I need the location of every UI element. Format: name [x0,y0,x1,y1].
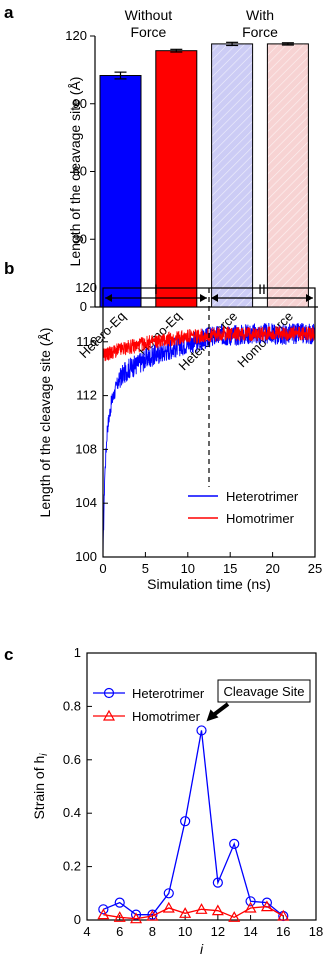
y-tick-label: 120 [75,280,97,295]
data-point [114,897,125,908]
y-tick-label: 90 [73,96,87,111]
y-tick-label: 0.4 [63,805,81,820]
x-tick-label: 16 [276,924,290,939]
panel-c-label: c [4,645,13,664]
data-point [180,816,191,827]
x-tick-label: 15 [223,561,237,576]
data-point [162,901,175,913]
bar [266,43,309,308]
y-tick-label: 120 [65,28,87,43]
data-point [244,901,257,913]
y-tick-label: 60 [73,164,87,179]
data-point [98,904,109,915]
legend-marker [103,687,115,699]
group-label: Force [242,24,278,40]
region-i-arrow-head-left [105,294,112,302]
y-tick-label: 0.8 [63,698,81,713]
group-label: With [246,7,274,23]
region-i-label: I [154,281,158,297]
y-tick-label: 108 [75,441,97,456]
y-axis-label: Length of the cleavage site (Å) [67,77,83,267]
legend-label: Homotrimer [226,511,295,526]
x-tick-label: 25 [308,561,322,576]
data-point [277,909,290,921]
data-point [245,896,256,907]
y-axis-label: Length of the cleavage site (Å) [37,328,53,518]
data-point [179,907,192,918]
y-axis-label: Strain of hi [31,753,50,820]
annotation-label: Cleavage Site [224,684,305,699]
y-tick-label: 0.6 [63,752,81,767]
y-tick-label: 100 [75,549,97,564]
bar [211,43,254,308]
series-line-heterotrimer [103,730,284,917]
panel-a-label: a [4,3,14,22]
panel-b-label: b [4,259,14,278]
data-point [97,908,110,920]
bar [155,50,198,308]
x-tick-label: 18 [309,924,323,939]
x-tick-label: 20 [265,561,279,576]
panel-c-line-chart: 4 6 8 10 12 14 16 18 0 0.2 0.4 0.6 0.8 1 i Strain of hi… [31,645,323,957]
x-tick-label: 10 [178,924,192,939]
data-point [195,903,208,914]
data-point [163,888,174,899]
y-tick-label: 0 [74,912,81,927]
x-tick-label: 14 [243,924,257,939]
x-tick-label: 5 [142,561,149,576]
data-point [130,912,143,924]
x-axis-label: i [200,941,204,957]
group-label: Without [125,7,173,23]
group-label: Force [131,24,167,40]
region-ii-label: II [258,281,266,297]
x-tick-label: 0 [99,561,106,576]
y-tick-label: 1 [74,645,81,660]
bar [99,75,142,308]
x-tick-label: 4 [83,924,90,939]
x-tick-label: 10 [181,561,195,576]
region-ii-arrow-head-right [306,294,313,302]
annotation-arrow-head [206,709,219,722]
x-axis-label: Simulation time (ns) [147,576,271,592]
y-tick-label: 0.2 [63,859,81,874]
x-tick-label: 6 [116,924,123,939]
annotation-box [217,679,311,703]
x-tick-label: 12 [211,924,225,939]
data-point [212,877,223,888]
data-point [229,838,240,850]
plot-frame [86,652,317,921]
y-tick-label: 112 [76,388,97,403]
data-point [211,904,224,916]
legend-label: Heterotrimer [132,686,205,701]
legend-label: Heterotrimer [226,489,299,504]
data-point [196,725,207,736]
y-tick-label: 0 [80,299,87,314]
series-line-homotrimer [103,905,284,920]
legend-label: Homotrimer [132,709,201,724]
y-tick-label: 104 [75,495,97,510]
region-ii-arrow-head-left [211,294,218,302]
legend-marker [102,709,116,721]
data-point [260,900,273,912]
data-point [113,911,126,922]
y-tick-label: 116 [76,334,97,349]
data-point [228,911,241,922]
data-point [146,909,159,921]
x-tick-label: 8 [149,924,156,939]
panel-b-line-chart: 0 5 10 15 20 25 100 104 108 112 116 120 Simulation t… [37,280,322,592]
region-i-arrow-head-right [200,294,207,302]
y-tick-label: 30 [73,231,87,246]
